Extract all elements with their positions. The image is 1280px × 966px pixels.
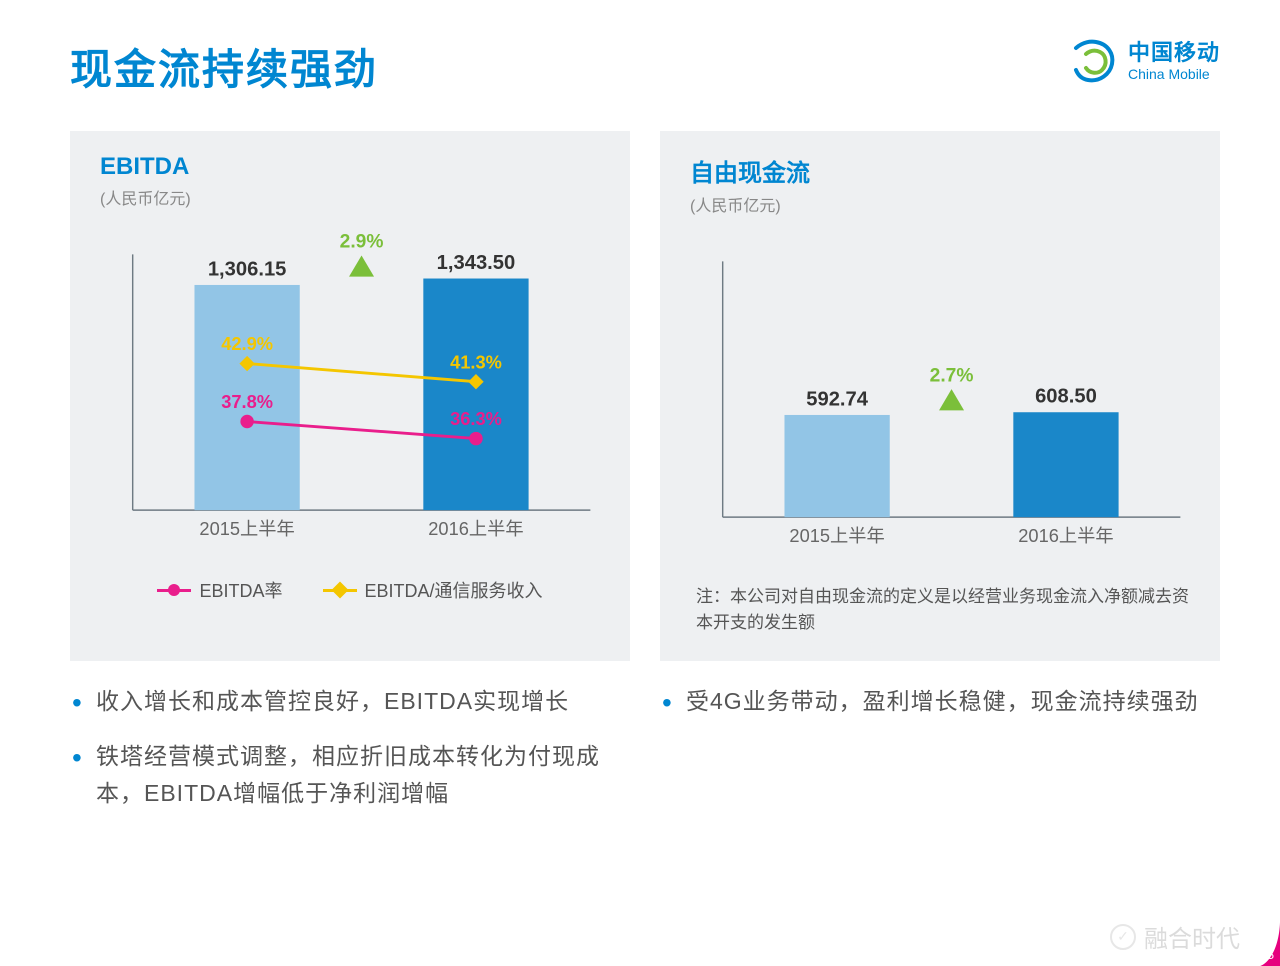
svg-text:2016上半年: 2016上半年 (1018, 525, 1113, 546)
bullets-left: 收入增长和成本管控良好，EBITDA实现增长铁塔经营模式调整，相应折旧成本转化为… (70, 683, 630, 829)
ebitda-unit: (人民币亿元) (100, 185, 600, 209)
watermark: ✓ 融合时代 (1110, 919, 1240, 954)
ebitda-chart: 1,306.15 2015上半年 1,343.50 2016上半年 2.9% 37.8% 3… (100, 219, 600, 559)
fcf-chart: 592.74 2015上半年 608.50 2016上半年 2.7% (690, 226, 1190, 566)
watermark-text: 融合时代 (1144, 919, 1240, 954)
brand-name-en: China Mobile (1128, 66, 1220, 82)
legend-item: EBITDA率 (157, 577, 282, 603)
svg-text:592.74: 592.74 (806, 388, 869, 410)
svg-text:608.50: 608.50 (1035, 386, 1097, 408)
svg-text:2015上半年: 2015上半年 (789, 525, 884, 546)
wechat-icon: ✓ (1110, 924, 1136, 950)
legend-label: EBITDA/通信服务收入 (365, 577, 543, 603)
brand-name-cn: 中国移动 (1128, 40, 1220, 65)
fcf-note-label: 注： (696, 587, 730, 606)
fcf-unit: (人民币亿元) (690, 192, 1190, 216)
fcf-note-text: 本公司对自由现金流的定义是以经营业务现金流入净额减去资本开支的发生额 (696, 587, 1189, 632)
bullet-item: 受4G业务带动，盈利增长稳健，现金流持续强劲 (660, 683, 1220, 720)
svg-text:2016上半年: 2016上半年 (428, 518, 523, 539)
ebitda-legend: EBITDA率 EBITDA/通信服务收入 (100, 577, 600, 603)
svg-text:42.9%: 42.9% (221, 333, 273, 354)
ebitda-title: EBITDA (100, 153, 600, 181)
legend-label: EBITDA率 (199, 577, 282, 603)
svg-text:37.8%: 37.8% (221, 391, 273, 412)
page-number: 25 (1261, 948, 1274, 962)
legend-item: EBITDA/通信服务收入 (323, 577, 543, 603)
svg-text:2015上半年: 2015上半年 (199, 518, 294, 539)
page-title: 现金流持续强劲 (70, 36, 378, 97)
fcf-panel: 自由现金流 (人民币亿元) 592.74 2015上半年 608.50 2016上半年… (660, 131, 1220, 661)
bullet-item: 收入增长和成本管控良好，EBITDA实现增长 (70, 683, 630, 720)
fcf-note: 注：本公司对自由现金流的定义是以经营业务现金流入净额减去资本开支的发生额 (690, 584, 1190, 637)
svg-text:1,306.15: 1,306.15 (208, 258, 287, 280)
bullet-item: 铁塔经营模式调整，相应折旧成本转化为付现成本，EBITDA增幅低于净利润增幅 (70, 738, 630, 812)
svg-text:2.7%: 2.7% (930, 365, 974, 386)
bullets-right: 受4G业务带动，盈利增长稳健，现金流持续强劲 (660, 683, 1220, 829)
svg-text:1,343.50: 1,343.50 (437, 252, 516, 274)
ebitda-panel: EBITDA (人民币亿元) 1,306.15 2015上半年 1,343.50 20… (70, 131, 630, 661)
svg-text:2.9%: 2.9% (340, 232, 384, 253)
brand-logo-icon (1068, 36, 1118, 86)
fcf-title: 自由现金流 (690, 153, 1190, 188)
brand-logo: 中国移动 China Mobile (1068, 36, 1220, 86)
svg-text:41.3%: 41.3% (450, 351, 502, 372)
svg-text:36.3%: 36.3% (450, 408, 502, 429)
